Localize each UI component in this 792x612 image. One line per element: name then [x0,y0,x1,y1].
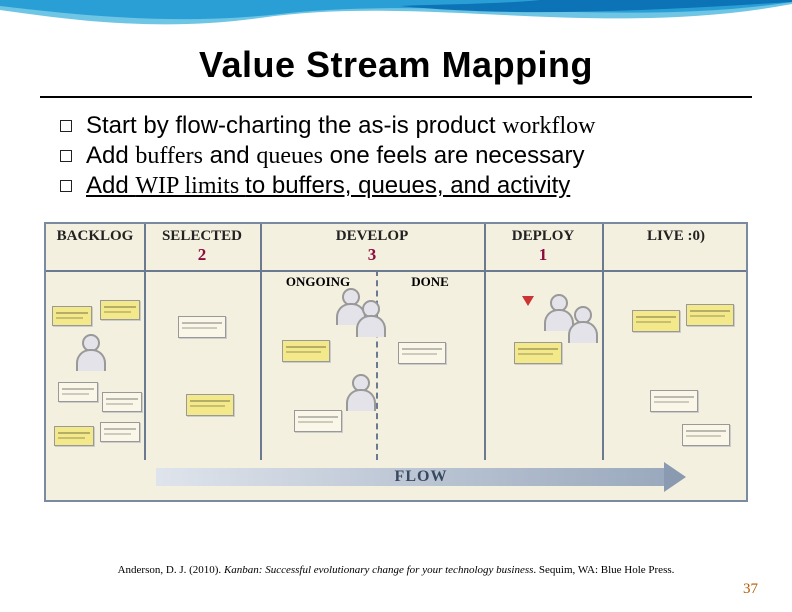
marker-triangle-icon [522,296,534,306]
citation-suffix: . Sequim, WA: Blue Hole Press. [533,564,674,576]
subcolumn-label: DONE [376,274,484,290]
kanban-card [58,382,98,402]
wip-limit: 3 [260,245,484,265]
kanban-card [398,342,446,364]
column-header: DEPLOY1 [484,228,602,265]
kanban-card [294,410,342,432]
bullet-item: Add WIP limits to buffers, queues, and a… [60,172,740,200]
kanban-card [186,394,234,416]
kanban-board-figure: BACKLOGSELECTED2DEVELOP3ONGOINGDONEDEPLO… [44,222,748,502]
develop-split-divider [376,270,378,460]
kanban-card [178,316,226,338]
column-label: SELECTED [144,228,260,245]
column-label: DEPLOY [484,228,602,245]
bullet-list: Start by flow-charting the as-is product… [60,112,740,202]
flow-label: FLOW [156,462,686,492]
bullet-marker-icon [60,180,72,192]
kanban-card [650,390,698,412]
kanban-card [54,426,94,446]
wip-limit: 1 [484,245,602,265]
bullet-marker-icon [60,120,72,132]
citation: Anderson, D. J. (2010). Kanban: Successf… [0,564,792,576]
bullet-text: Add WIP limits to buffers, queues, and a… [86,172,570,200]
kanban-card [514,342,562,364]
title-underline [40,96,752,98]
kanban-card [100,422,140,442]
column-header: BACKLOG [46,228,144,245]
column-header: DEVELOP3 [260,228,484,265]
bullet-item: Start by flow-charting the as-is product… [60,112,740,140]
column-label: BACKLOG [46,228,144,245]
column-divider [602,224,604,460]
column-label: LIVE :0) [602,228,750,245]
citation-prefix: Anderson, D. J. (2010). [118,564,224,576]
person-icon [346,374,376,411]
bullet-text: Start by flow-charting the as-is product… [86,112,596,140]
column-header: SELECTED2 [144,228,260,265]
slide-title: Value Stream Mapping [0,44,792,86]
kanban-card [100,300,140,320]
kanban-card [632,310,680,332]
kanban-board-inner: BACKLOGSELECTED2DEVELOP3ONGOINGDONEDEPLO… [46,224,746,500]
header-divider [46,270,746,272]
slide: Value Stream Mapping Start by flow-chart… [0,0,792,612]
kanban-card [682,424,730,446]
wip-limit: 2 [144,245,260,265]
page-number: 37 [743,581,758,598]
bullet-marker-icon [60,150,72,162]
bullet-item: Add buffers and queues one feels are nec… [60,142,740,170]
kanban-card [102,392,142,412]
kanban-card [686,304,734,326]
column-header: LIVE :0) [602,228,750,245]
bullet-text: Add buffers and queues one feels are nec… [86,142,584,170]
flow-arrow: FLOW [156,462,686,492]
column-label: DEVELOP [260,228,484,245]
citation-italic: Kanban: Successful evolutionary change f… [224,564,533,576]
person-icon [356,300,386,337]
kanban-card [52,306,92,326]
person-icon [568,306,598,343]
kanban-card [282,340,330,362]
person-icon [76,334,106,371]
